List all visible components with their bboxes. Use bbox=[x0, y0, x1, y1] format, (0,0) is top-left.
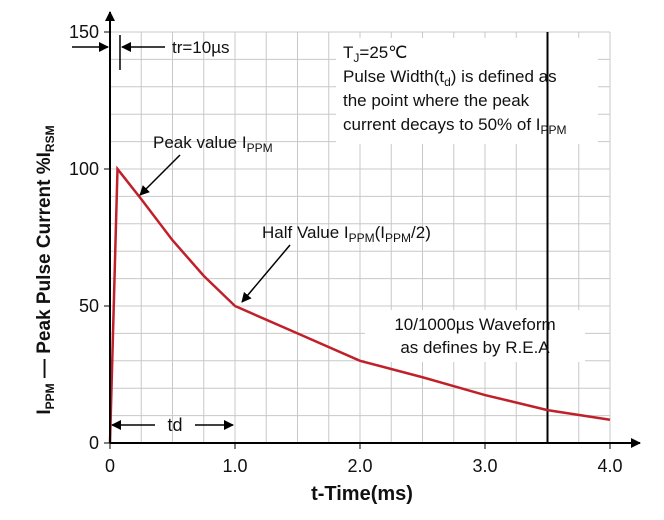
half-label: Half Value IPPM(IPPM/2) bbox=[262, 223, 431, 245]
td-label: td bbox=[167, 415, 182, 435]
condition-line: TJ=25℃ bbox=[343, 43, 407, 65]
waveform-note: as defines by R.E.A bbox=[400, 338, 550, 357]
condition-line: the point where the peak bbox=[343, 91, 530, 110]
waveform-note: 10/1000µs Waveform bbox=[394, 315, 555, 334]
y-tick-label: 50 bbox=[79, 296, 99, 316]
plot bbox=[108, 32, 611, 444]
y-tick-label: 150 bbox=[69, 22, 99, 42]
x-axis-title: t-Time(ms) bbox=[311, 483, 413, 505]
y-axis-title: IPPM — Peak Pulse Current %IRSM bbox=[34, 125, 57, 414]
x-tick-label: 4.0 bbox=[597, 456, 622, 476]
annotation-background bbox=[336, 38, 598, 144]
data-line bbox=[108, 165, 611, 444]
condition-line: current decays to 50% of IPPM bbox=[343, 115, 567, 137]
half-arrow bbox=[241, 244, 291, 303]
peak-arrow bbox=[139, 154, 181, 196]
y-tick-label: 0 bbox=[89, 433, 99, 453]
peak-label: Peak value IPPM bbox=[153, 133, 273, 155]
tr-label: tr=10µs bbox=[172, 38, 230, 57]
y-tick-label: 100 bbox=[69, 159, 99, 179]
x-tick-label: 0 bbox=[105, 456, 115, 476]
x-tick-label: 1.0 bbox=[222, 456, 247, 476]
x-tick-label: 2.0 bbox=[347, 456, 372, 476]
x-tick-label: 3.0 bbox=[472, 456, 497, 476]
condition-line: Pulse Width(td) is defined as bbox=[343, 67, 557, 89]
